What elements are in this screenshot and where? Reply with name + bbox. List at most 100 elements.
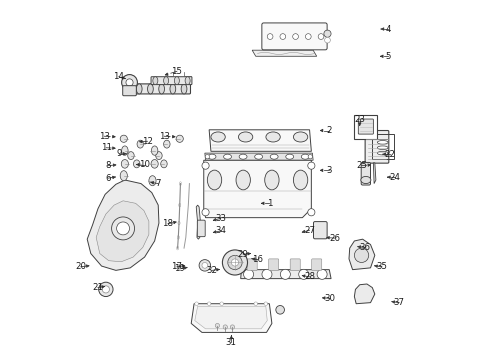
Ellipse shape xyxy=(361,176,371,184)
Text: 1: 1 xyxy=(267,199,272,208)
Polygon shape xyxy=(205,153,313,160)
Circle shape xyxy=(293,34,298,40)
Text: 32: 32 xyxy=(206,266,218,275)
Ellipse shape xyxy=(161,160,167,168)
Circle shape xyxy=(207,302,211,306)
Ellipse shape xyxy=(120,135,127,142)
Circle shape xyxy=(126,79,133,86)
FancyBboxPatch shape xyxy=(354,115,377,139)
Ellipse shape xyxy=(377,146,388,149)
Text: 10: 10 xyxy=(139,160,150,169)
Text: 35: 35 xyxy=(376,262,388,271)
Text: 29: 29 xyxy=(238,250,248,259)
FancyBboxPatch shape xyxy=(197,220,205,237)
Ellipse shape xyxy=(181,84,187,94)
Ellipse shape xyxy=(207,170,221,190)
Ellipse shape xyxy=(151,146,158,155)
FancyBboxPatch shape xyxy=(247,259,257,270)
Text: 13: 13 xyxy=(159,132,170,141)
Circle shape xyxy=(202,162,209,169)
Ellipse shape xyxy=(133,160,140,168)
Ellipse shape xyxy=(164,77,169,85)
Circle shape xyxy=(195,302,198,306)
FancyBboxPatch shape xyxy=(133,84,191,94)
Text: 8: 8 xyxy=(105,161,111,170)
Text: 6: 6 xyxy=(105,174,111,183)
FancyBboxPatch shape xyxy=(365,131,389,163)
Polygon shape xyxy=(241,270,331,279)
Ellipse shape xyxy=(236,170,250,190)
Circle shape xyxy=(267,34,273,40)
Text: 36: 36 xyxy=(360,243,370,252)
Circle shape xyxy=(317,269,327,279)
Text: 21: 21 xyxy=(93,283,103,292)
Ellipse shape xyxy=(270,154,278,159)
FancyBboxPatch shape xyxy=(312,259,322,270)
Ellipse shape xyxy=(156,152,162,159)
Text: 30: 30 xyxy=(325,294,336,303)
FancyBboxPatch shape xyxy=(269,259,279,270)
Text: 22: 22 xyxy=(385,150,396,159)
FancyBboxPatch shape xyxy=(314,222,327,239)
FancyBboxPatch shape xyxy=(361,162,370,185)
Ellipse shape xyxy=(164,140,170,148)
Text: 26: 26 xyxy=(329,234,340,243)
Circle shape xyxy=(280,34,286,40)
Ellipse shape xyxy=(266,132,280,142)
Circle shape xyxy=(205,154,210,159)
Circle shape xyxy=(288,27,295,34)
Circle shape xyxy=(308,162,315,169)
Ellipse shape xyxy=(159,84,165,94)
FancyBboxPatch shape xyxy=(358,119,373,134)
Circle shape xyxy=(202,262,208,268)
Ellipse shape xyxy=(211,132,225,142)
Polygon shape xyxy=(195,306,267,329)
Polygon shape xyxy=(354,284,375,304)
Ellipse shape xyxy=(170,84,176,94)
Text: 3: 3 xyxy=(326,166,332,175)
Text: 19: 19 xyxy=(174,265,185,274)
Text: 25: 25 xyxy=(356,161,367,170)
Ellipse shape xyxy=(301,154,309,159)
Polygon shape xyxy=(270,30,320,44)
Text: 9: 9 xyxy=(116,149,122,158)
Text: 13: 13 xyxy=(99,132,110,141)
Circle shape xyxy=(354,248,368,262)
Circle shape xyxy=(318,34,324,40)
Ellipse shape xyxy=(239,154,247,159)
Circle shape xyxy=(220,302,223,306)
Ellipse shape xyxy=(136,84,142,94)
Text: 24: 24 xyxy=(390,173,400,182)
Circle shape xyxy=(305,34,311,40)
Circle shape xyxy=(262,269,272,279)
Text: 20: 20 xyxy=(75,262,86,271)
Circle shape xyxy=(223,325,227,329)
Circle shape xyxy=(297,27,304,34)
Circle shape xyxy=(270,27,277,34)
Text: 34: 34 xyxy=(215,226,226,235)
Circle shape xyxy=(222,250,247,275)
FancyBboxPatch shape xyxy=(122,86,136,96)
Circle shape xyxy=(98,282,113,297)
Circle shape xyxy=(231,259,239,266)
Ellipse shape xyxy=(255,154,263,159)
Text: 14: 14 xyxy=(113,72,124,81)
Text: 27: 27 xyxy=(304,226,315,235)
Ellipse shape xyxy=(147,84,153,94)
Circle shape xyxy=(279,27,286,34)
Ellipse shape xyxy=(122,159,128,168)
Ellipse shape xyxy=(151,159,158,168)
Circle shape xyxy=(228,255,242,270)
Polygon shape xyxy=(349,239,375,270)
Text: 7: 7 xyxy=(155,179,161,188)
Circle shape xyxy=(276,306,285,314)
Circle shape xyxy=(299,269,309,279)
Text: 16: 16 xyxy=(252,255,264,264)
Circle shape xyxy=(102,286,109,293)
Polygon shape xyxy=(267,26,324,47)
Circle shape xyxy=(308,209,315,216)
Ellipse shape xyxy=(265,170,279,190)
Polygon shape xyxy=(196,205,200,239)
Circle shape xyxy=(112,217,135,240)
Ellipse shape xyxy=(377,151,388,155)
